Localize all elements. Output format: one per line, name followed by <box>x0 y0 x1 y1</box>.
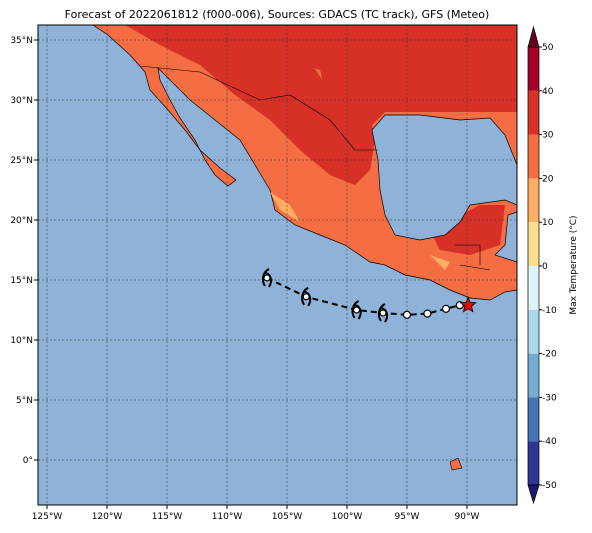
caribbean <box>494 211 517 263</box>
colorbar-bin <box>528 309 539 354</box>
storm-symbol <box>301 286 312 307</box>
colorbar-tick-label: 10 <box>542 218 554 228</box>
y-tick-label: 20°N <box>10 216 33 226</box>
gulf-of-mexico <box>371 114 517 241</box>
track-point <box>263 274 271 282</box>
map <box>38 25 517 505</box>
colorbar-tick-label: 30 <box>542 131 554 141</box>
colorbar-tick-label: 20 <box>542 174 554 184</box>
colorbar-bin <box>528 222 539 266</box>
colorbar-tick-label: 40 <box>542 87 554 97</box>
storm-symbol <box>261 268 273 288</box>
colorbar-under <box>527 484 540 505</box>
title: Forecast of 2022061812 (f000-006), Sourc… <box>65 8 490 21</box>
colorbar-tick-label: -50 <box>542 481 557 491</box>
x-tick-label: 110°W <box>212 512 243 522</box>
track-point <box>302 293 310 301</box>
track-point <box>379 309 387 317</box>
colorbar-tick-label: 50 <box>542 43 554 53</box>
x-tick-label: 120°W <box>92 512 123 522</box>
colorbar-bin <box>528 353 539 398</box>
y-tick-label: 10°N <box>10 336 33 346</box>
track-point <box>352 306 361 314</box>
track-point <box>423 309 432 318</box>
track-star <box>459 296 477 313</box>
colorbar-bin <box>528 397 539 442</box>
x-tick-label: 100°W <box>332 512 363 522</box>
x-tick-label: 95°W <box>395 512 420 522</box>
colorbar-bin <box>528 90 539 135</box>
y-tick-label: 5°N <box>16 396 33 406</box>
colorbar-tick-label: -10 <box>542 306 557 316</box>
colorbar-tick-label: -20 <box>542 350 557 360</box>
x-tick-label: 105°W <box>272 512 303 522</box>
colorbar-over <box>527 25 540 48</box>
y-tick-label: 35°N <box>10 36 33 46</box>
colorbar-bin <box>528 441 539 485</box>
colorbar-bin <box>528 178 539 223</box>
colorbar-bin <box>528 47 539 91</box>
track-point <box>402 310 412 319</box>
colorbar-tick-label: 0 <box>542 262 548 272</box>
colorbar-tick-label: -40 <box>542 437 557 447</box>
y-tick-label: 0° <box>23 456 33 466</box>
y-tick-label: 30°N <box>10 96 33 106</box>
map-frame <box>37 24 518 506</box>
colorbar-bin <box>528 134 539 179</box>
x-tick-label: 115°W <box>152 512 183 522</box>
y-tick-label: 25°N <box>10 156 33 166</box>
colorbar-bin <box>528 266 539 310</box>
track-point <box>441 304 451 313</box>
borders <box>139 65 491 271</box>
x-tick-label: 90°W <box>455 512 480 522</box>
track-line <box>266 277 469 316</box>
storm-symbol <box>351 300 362 320</box>
colorbar-tick-label: -30 <box>542 393 557 403</box>
y-tick-label: 15°N <box>10 276 33 286</box>
island <box>449 457 463 471</box>
x-tick-label: 125°W <box>32 512 63 522</box>
colorbar-label: Max Temperature (°C) <box>569 215 579 314</box>
storm-symbol <box>377 303 389 323</box>
